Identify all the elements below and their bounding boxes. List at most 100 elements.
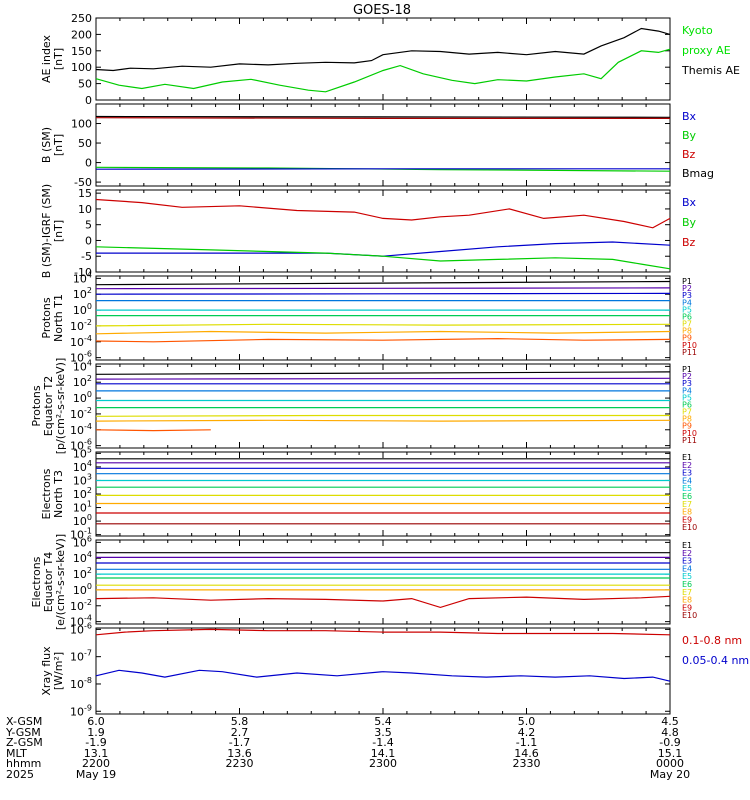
y-tick-label: 10-7 [70, 649, 92, 664]
legend-entry: P3 [682, 291, 692, 300]
x-axis-row-label: Y-GSM [5, 726, 41, 739]
x-axis-value: 13.6 [227, 747, 252, 760]
x-axis-value: 13.1 [84, 747, 109, 760]
legend-entry: E7 [682, 500, 692, 509]
series-line [95, 287, 671, 290]
x-axis-value: 14.1 [371, 747, 396, 760]
legend-entry: P2 [682, 284, 692, 293]
panel-frame [95, 189, 671, 273]
y-tick-label: 10 [78, 203, 92, 216]
legend-entry: E9 [682, 515, 692, 524]
legend-entry: Bx [682, 196, 697, 209]
legend-entry: P9 [682, 422, 692, 431]
x-axis-value: 2230 [226, 757, 254, 770]
panel-bigrf: -10 -5 0 5 10 15 B (SM)-IGRF (SM) [nT] Bx By Bz [40, 184, 697, 279]
series-line [96, 241, 671, 257]
legend-entry: Kyoto [682, 24, 713, 37]
legend-entry: Bmag [682, 167, 714, 180]
legend-entry: Bx [682, 110, 697, 123]
y-axis-label: Electrons [40, 468, 53, 519]
legend-entry: Themis AE [681, 64, 740, 77]
legend-entry: E2 [682, 549, 692, 558]
legend-entry: P10 [682, 429, 697, 438]
series-line [95, 27, 671, 72]
series-line [95, 330, 671, 335]
y-axis-label: AE index [40, 34, 53, 83]
y-tick-label: 5 [85, 219, 92, 232]
figure-title: GOES-18 [353, 3, 411, 18]
x-axis-value: -1.4 [372, 736, 393, 749]
legend-entry: P4 [682, 298, 692, 307]
x-axis-value: 2330 [513, 757, 541, 770]
y-tick-label: 102 [73, 286, 92, 301]
x-axis-value: 3.5 [374, 726, 392, 739]
panel-bsm: -50 0 50 100 B (SM) [nT] Bx By Bz Bmag [40, 103, 714, 189]
y-tick-label: 0 [85, 157, 92, 170]
series-line [95, 292, 671, 295]
y-tick-label: 50 [78, 137, 92, 150]
y-axis-label: Protons [30, 385, 43, 426]
legend-entry: P11 [682, 348, 697, 357]
x-axis-value: 6.0 [87, 715, 105, 728]
x-axis-value: -1.1 [516, 736, 537, 749]
y-axis-label: B (SM)-IGRF (SM) [40, 184, 53, 278]
panel-frame [95, 627, 671, 715]
y-tick-label: 200 [71, 28, 92, 41]
y-tick-label: 102 [73, 566, 92, 581]
x-axis-value: -1.9 [85, 736, 106, 749]
y-axis-label: Protons [40, 297, 53, 338]
y-tick-label: 10-2 [70, 318, 92, 333]
legend-entry: 0.05-0.4 nm [682, 654, 749, 667]
legend-entry: E3 [682, 557, 692, 566]
y-tick-label: 104 [73, 270, 92, 285]
series-line [95, 414, 670, 417]
series-line [95, 377, 671, 380]
y-tick-label: 150 [71, 45, 92, 58]
x-axis-value: 0000 [656, 757, 684, 770]
y-axis-label: North T3 [52, 470, 65, 518]
y-axis-label: [nT] [52, 134, 65, 156]
y-tick-label: 10-2 [70, 406, 92, 421]
x-axis-value: 2300 [369, 757, 397, 770]
y-axis-label: Xray flux [40, 646, 53, 696]
y-axis-label: [e/(cm²-s-sr-keV)] [54, 534, 67, 630]
legend-entry: P7 [682, 320, 692, 329]
legend-entry: proxy AE [682, 44, 731, 57]
y-tick-label: 0 [85, 94, 92, 107]
legend-entry: P7 [682, 408, 692, 417]
series-line [95, 595, 671, 609]
legend-entry: P1 [682, 277, 692, 286]
y-tick-label: 100 [73, 582, 92, 597]
legend-entry: P6 [682, 312, 692, 321]
y-tick-label: -50 [74, 176, 92, 189]
y-tick-label: 100 [71, 61, 92, 74]
legend-entry: P11 [682, 436, 697, 445]
series-line [95, 280, 671, 286]
legend-entry: E6 [682, 492, 692, 501]
legend-entry: P5 [682, 393, 692, 402]
x-axis-value: 4.2 [518, 726, 536, 739]
y-tick-label: 100 [73, 390, 92, 405]
y-tick-label: -5 [81, 250, 92, 263]
legend-entry: E5 [682, 572, 692, 581]
panel-frame [95, 363, 671, 449]
x-axis-value: 4.5 [661, 715, 679, 728]
y-tick-label: 10-4 [70, 422, 92, 437]
y-tick-label: 10-2 [70, 598, 92, 613]
legend-entry: Bz [682, 148, 696, 161]
legend-entry: E3 [682, 469, 692, 478]
series-line [95, 419, 671, 422]
legend-entry: E2 [682, 461, 692, 470]
y-tick-label: 100 [71, 118, 92, 131]
legend-entry: P3 [682, 379, 692, 388]
y-tick-label: 10-8 [70, 676, 92, 691]
series-line [95, 628, 671, 636]
legend-entry: 0.1-0.8 nm [682, 634, 742, 647]
legend-entry: P4 [682, 386, 692, 395]
legend-entry: P5 [682, 305, 692, 314]
y-axis-label: Electrons [30, 556, 43, 607]
legend-entry: E5 [682, 484, 692, 493]
